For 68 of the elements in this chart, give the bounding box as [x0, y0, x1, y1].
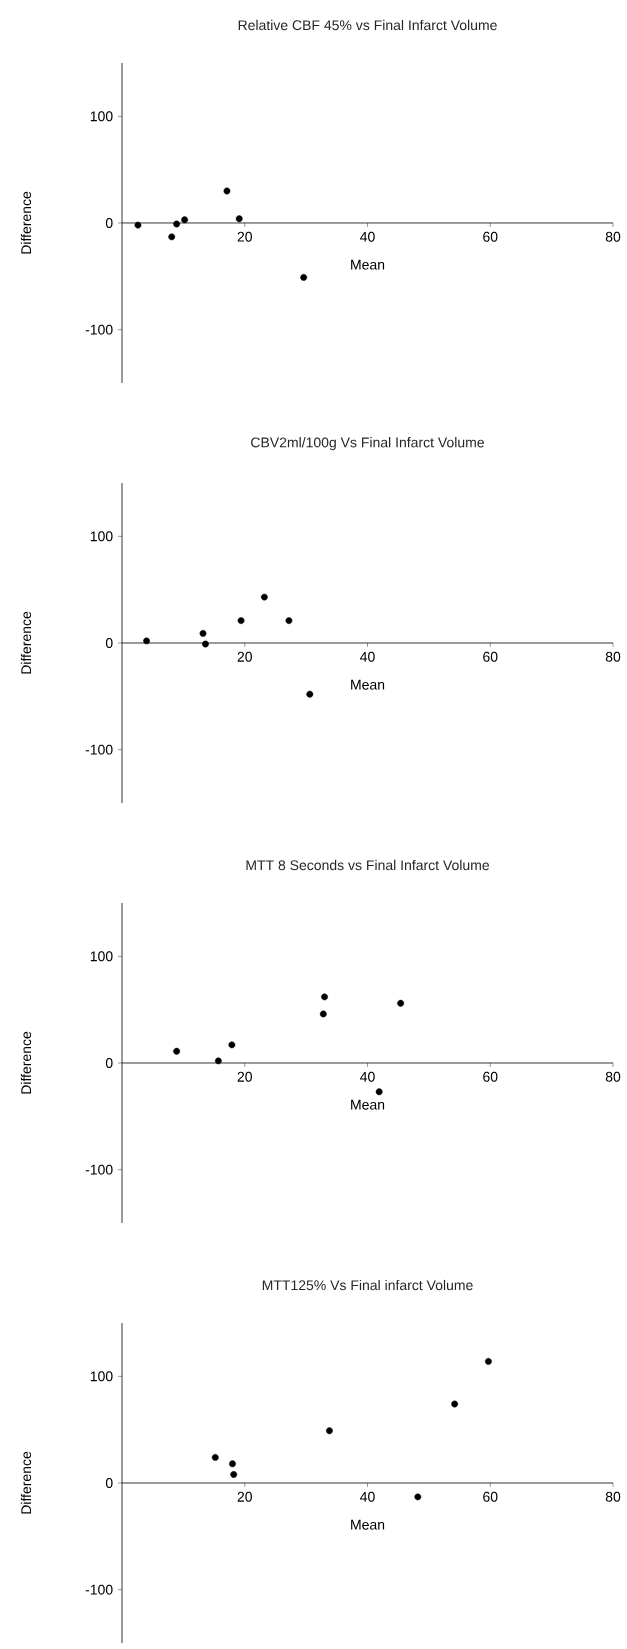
y-tick-label: -100: [85, 324, 113, 335]
chart-title: Relative CBF 45% vs Final Infarct Volume: [238, 19, 497, 31]
point: [211, 1454, 219, 1461]
x-axis-title: Mean: [351, 679, 385, 690]
point: [230, 1471, 238, 1478]
point: [451, 1400, 459, 1408]
y-tick-label: -100: [85, 1584, 113, 1595]
y-axis-title: Difference: [20, 1031, 32, 1094]
point: [235, 215, 243, 223]
x-tick-label: 40: [360, 231, 375, 242]
x-tick-label: 60: [483, 1071, 498, 1082]
point: [173, 1047, 181, 1055]
x-axis-title: Mean: [351, 259, 385, 270]
y-tick-label: 0: [105, 1058, 113, 1068]
x-axis-title: Mean: [351, 1519, 385, 1530]
point: [319, 1010, 327, 1018]
y-tick-label: 0: [105, 1478, 113, 1488]
x-tick-label: 80: [605, 1491, 621, 1502]
point: [202, 640, 209, 648]
y-axis-title: Difference: [20, 611, 32, 674]
point: [397, 999, 405, 1007]
y-tick-label: -100: [85, 1164, 113, 1175]
point: [134, 221, 142, 229]
point: [414, 1493, 422, 1501]
chart-title: MTT125% Vs Final infarct Volume: [262, 1279, 473, 1291]
x-tick-label: 80: [605, 231, 621, 242]
y-tick-label: 0: [105, 218, 113, 228]
point: [181, 216, 188, 224]
x-tick-label: 20: [237, 231, 252, 242]
y-tick-label: 100: [90, 1371, 113, 1382]
point: [260, 593, 268, 601]
point: [321, 993, 328, 1001]
point: [223, 187, 231, 195]
x-axis-title: Mean: [351, 1099, 385, 1110]
point: [173, 220, 181, 228]
point: [228, 1041, 236, 1049]
x-tick-label: 80: [605, 1071, 621, 1082]
x-tick-label: 20: [237, 651, 252, 662]
y-tick-label: 100: [90, 111, 113, 122]
x-tick-label: 40: [360, 651, 375, 662]
point: [143, 637, 150, 645]
x-tick-label: 40: [360, 1491, 375, 1502]
point: [168, 233, 176, 241]
y-tick-label: 100: [90, 951, 113, 962]
point: [199, 629, 207, 637]
point: [237, 617, 245, 624]
y-tick-label: 100: [90, 531, 113, 542]
y-tick-label: 0: [105, 638, 113, 648]
point: [375, 1088, 383, 1096]
point: [306, 690, 314, 698]
point: [485, 1358, 492, 1365]
y-axis-title: Difference: [20, 1451, 32, 1514]
x-tick-label: 20: [237, 1071, 252, 1082]
point: [214, 1057, 222, 1065]
x-tick-label: 40: [360, 1071, 375, 1082]
y-tick-label: -100: [85, 744, 113, 755]
x-tick-label: 80: [605, 651, 621, 662]
point: [300, 273, 308, 281]
point: [229, 1460, 236, 1468]
x-tick-label: 60: [483, 1491, 498, 1502]
x-tick-label: 60: [483, 651, 498, 662]
x-tick-label: 20: [237, 1491, 252, 1502]
chart-title: MTT 8 Seconds vs Final Infarct Volume: [246, 859, 490, 871]
chart-title: CBV2ml/100g Vs Final Infarct Volume: [251, 437, 484, 451]
x-tick-label: 60: [483, 231, 498, 242]
y-axis-title: Difference: [20, 191, 32, 254]
point: [326, 1427, 333, 1435]
point: [285, 617, 293, 624]
